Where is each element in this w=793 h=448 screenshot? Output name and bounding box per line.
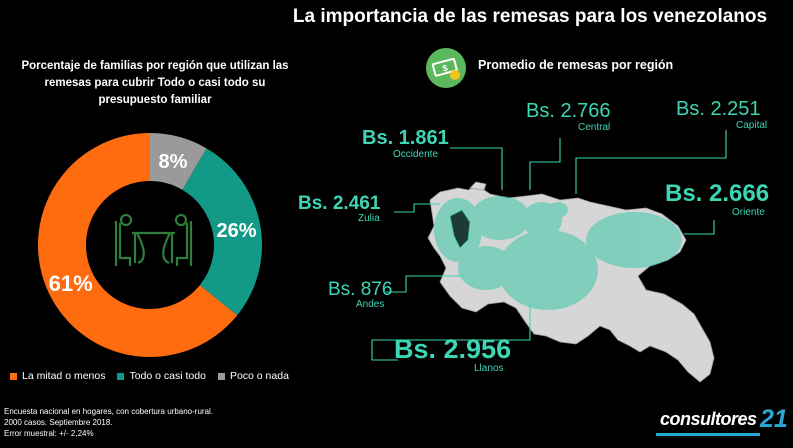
donut-slice-label: 8% <box>159 151 188 173</box>
legend-item: La mitad o menos <box>10 370 105 382</box>
logo-number: 21 <box>760 405 788 433</box>
svg-text:$: $ <box>441 63 448 74</box>
logo-text: consultores <box>660 409 757 429</box>
donut-title: Porcentaje de familias por región que ut… <box>21 60 289 106</box>
region-label-zulia: Zulia <box>358 213 380 224</box>
donut-chart: 61% 26% 8% <box>38 133 263 357</box>
legend-swatch <box>10 372 17 380</box>
consultores21-logo: consultores 21 <box>656 405 790 445</box>
region-value-zulia: Bs. 2.461 <box>298 193 381 214</box>
legend-label: Todo o casi todo <box>129 370 206 382</box>
logo-underline <box>656 433 760 436</box>
region-label-oriente: Oriente <box>732 207 765 218</box>
region-value-oriente: Bs. 2.666 <box>665 180 770 207</box>
main-title: La importancia de las remesas para los v… <box>292 6 768 27</box>
donut-hole <box>87 182 213 308</box>
region-capital <box>548 202 568 218</box>
money-bill-icon: $ <box>426 48 466 88</box>
region-value-andes: Bs. 876 <box>328 279 393 300</box>
venezuela-map <box>371 130 727 383</box>
donut-slice-la-mitad-o-menos <box>38 133 238 357</box>
callout-lines <box>371 130 727 361</box>
region-value-occidente: Bs. 1.861 <box>362 127 449 149</box>
legend-swatch <box>217 372 225 380</box>
donut-slice-todo-o-casi-todo <box>182 148 263 316</box>
legend: La mitad o menos Todo o casi todo Poco o… <box>10 370 289 382</box>
dining-table-icon <box>114 213 193 266</box>
region-value-central: Bs. 2.766 <box>526 100 611 122</box>
donut-slice-poco-o-nada <box>150 133 207 190</box>
region-label-andes: Andes <box>356 299 385 310</box>
donut-slice-label: 61% <box>49 271 93 296</box>
legend-label: La mitad o menos <box>22 370 106 382</box>
region-label-capital: Capital <box>736 120 768 131</box>
region-value-capital: Bs. 2.251 <box>676 98 761 120</box>
legend-item: Poco o nada <box>217 370 289 382</box>
map-heading: Promedio de remesas por región <box>478 58 674 72</box>
footnote-line: 2000 casos. Septiembre 2018. <box>4 418 113 427</box>
region-value-llanos: Bs. 2.956 <box>394 334 512 364</box>
region-label-central: Central <box>578 122 611 133</box>
region-llanos <box>498 230 598 310</box>
footnote-line: Error muestral: +/- 2,24% <box>4 429 94 438</box>
legend-swatch <box>117 372 125 380</box>
region-oriente <box>586 212 682 268</box>
region-label-occidente: Occidente <box>393 149 439 160</box>
legend-item: Todo o casi todo <box>117 370 206 382</box>
footnote: Encuesta nacional en hogares, con cobert… <box>4 406 213 439</box>
region-label-llanos: Llanos <box>474 363 504 374</box>
region-occidente <box>470 196 530 240</box>
footnote-line: Encuesta nacional en hogares, con cobert… <box>4 407 214 416</box>
donut-slice-label: 26% <box>217 220 257 242</box>
legend-label: Poco o nada <box>229 370 289 382</box>
